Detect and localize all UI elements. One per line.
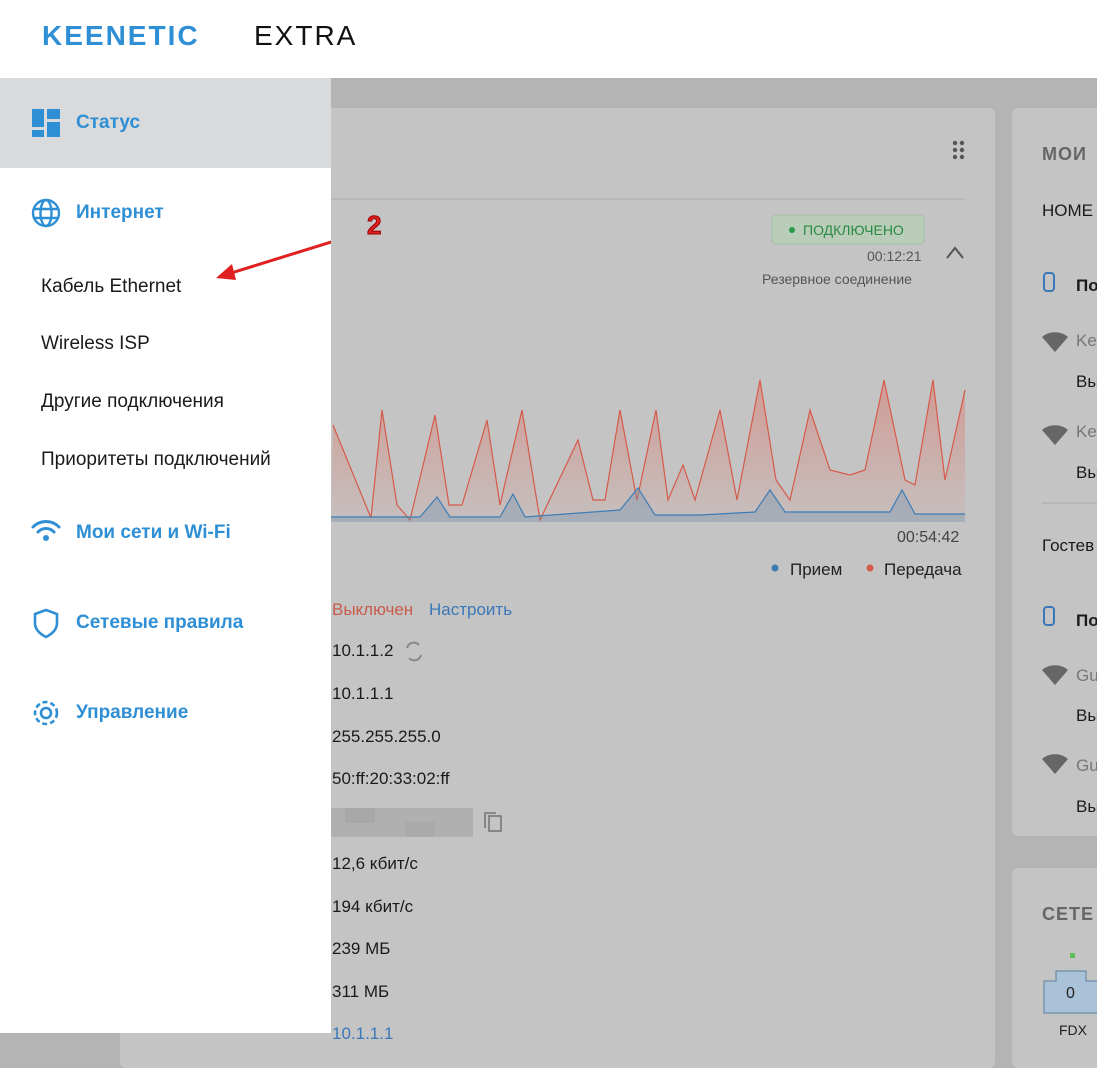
copy-icon[interactable]: [484, 812, 502, 832]
refresh-icon[interactable]: [406, 641, 422, 662]
guest-row: По: [1076, 611, 1097, 630]
configure-link[interactable]: Настроить: [429, 600, 513, 619]
guest-row: Вы: [1076, 797, 1097, 816]
networks-title: СЕТЕ: [1042, 904, 1095, 924]
brand: KEENETIC: [42, 20, 200, 51]
right-row: Ke: [1076, 422, 1097, 441]
nav-rules[interactable]: Сетевые правила: [76, 612, 244, 633]
status-text: ПОДКЛЮЧЕНО: [803, 222, 904, 238]
gateway: 10.1.1.1: [332, 684, 394, 703]
netmask: 255.255.255.0: [332, 727, 441, 746]
nav-internet[interactable]: Интернет: [76, 202, 164, 223]
port-mode: FDX: [1059, 1022, 1087, 1038]
right-row: Вы: [1076, 463, 1097, 482]
legend-tx: Передача: [884, 560, 962, 579]
nav-status[interactable]: Статус: [76, 112, 141, 133]
collapse-icon[interactable]: [946, 246, 964, 259]
model: EXTRA: [254, 20, 358, 51]
uptime: 00:12:21: [867, 248, 922, 264]
guest-row: Gu: [1076, 666, 1097, 685]
guest-network: Гостев: [1042, 536, 1095, 555]
network-name: HOME: [1042, 201, 1093, 220]
nav-networks[interactable]: Мои сети и Wi-Fi: [76, 522, 231, 543]
header: [0, 0, 1097, 78]
nav-subitem[interactable]: Приоритеты подключений: [41, 449, 271, 470]
rx-line: [331, 486, 965, 518]
annotation-arrow: [216, 240, 331, 280]
guest-row: Вы: [1076, 706, 1097, 725]
ip-address: 10.1.1.2: [332, 641, 394, 660]
legend-dot-tx: [866, 564, 874, 572]
nav-management[interactable]: Управление: [76, 702, 189, 723]
mac-address: 50:ff:20:33:02:ff: [332, 769, 450, 788]
right-title: МОИ: [1042, 144, 1087, 164]
legend-dot-rx: [771, 564, 779, 572]
rx-total: 239 МБ: [332, 939, 391, 958]
tx-area: [331, 380, 965, 522]
rx-speed: 12,6 кбит/с: [332, 854, 418, 873]
right-row: По: [1076, 276, 1097, 295]
nav-subitem[interactable]: Другие подключения: [41, 391, 224, 412]
firewall-state: Выключен: [332, 600, 414, 619]
right-icons: [1042, 272, 1068, 774]
port-icon: [1043, 953, 1097, 1014]
right-row: Вы: [1076, 372, 1097, 391]
card-my-networks: [1012, 108, 1097, 836]
status-dot: [789, 227, 795, 233]
annotation-step: 2: [366, 210, 382, 240]
blurred-field: [330, 808, 473, 837]
tx-speed: 194 кбит/с: [332, 897, 414, 916]
sidebar-icons: [31, 109, 331, 726]
sidebar: [0, 78, 331, 1033]
guest-row: Gu: [1076, 756, 1097, 775]
port-number: 0: [1066, 985, 1075, 1002]
drag-handle[interactable]: [952, 140, 965, 160]
chart-time: 00:54:42: [897, 529, 960, 546]
decor: [330, 140, 1097, 1014]
tx-line: [332, 379, 966, 522]
right-row: Ke: [1076, 331, 1097, 350]
dns: 10.1.1.1: [332, 1024, 394, 1043]
tx-total: 311 МБ: [332, 982, 390, 1001]
nav-subitem[interactable]: Wireless ISP: [41, 333, 150, 354]
nav-subitem[interactable]: Кабель Ethernet: [41, 276, 182, 297]
legend-rx: Прием: [790, 560, 843, 579]
status-badge: [771, 214, 925, 245]
connection-type: Резервное соединение: [762, 271, 912, 287]
